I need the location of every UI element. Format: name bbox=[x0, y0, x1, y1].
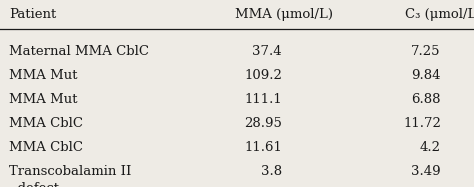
Text: 11.61: 11.61 bbox=[244, 141, 282, 154]
Text: 28.95: 28.95 bbox=[244, 117, 282, 130]
Text: Maternal MMA CblC: Maternal MMA CblC bbox=[9, 45, 149, 58]
Text: 111.1: 111.1 bbox=[244, 93, 282, 106]
Text: MMA CblC: MMA CblC bbox=[9, 117, 83, 130]
Text: Transcobalamin II
  defect: Transcobalamin II defect bbox=[9, 165, 132, 187]
Text: 9.84: 9.84 bbox=[411, 69, 441, 82]
Text: 3.49: 3.49 bbox=[411, 165, 441, 178]
Text: 37.4: 37.4 bbox=[252, 45, 282, 58]
Text: C₃ (μmol/L): C₃ (μmol/L) bbox=[405, 8, 474, 22]
Text: MMA (μmol/L): MMA (μmol/L) bbox=[236, 8, 333, 22]
Text: MMA Mut: MMA Mut bbox=[9, 93, 78, 106]
Text: 109.2: 109.2 bbox=[244, 69, 282, 82]
Text: 3.8: 3.8 bbox=[261, 165, 282, 178]
Text: MMA CblC: MMA CblC bbox=[9, 141, 83, 154]
Text: Patient: Patient bbox=[9, 8, 57, 22]
Text: 11.72: 11.72 bbox=[403, 117, 441, 130]
Text: MMA Mut: MMA Mut bbox=[9, 69, 78, 82]
Text: 4.2: 4.2 bbox=[420, 141, 441, 154]
Text: 7.25: 7.25 bbox=[411, 45, 441, 58]
Text: 6.88: 6.88 bbox=[411, 93, 441, 106]
